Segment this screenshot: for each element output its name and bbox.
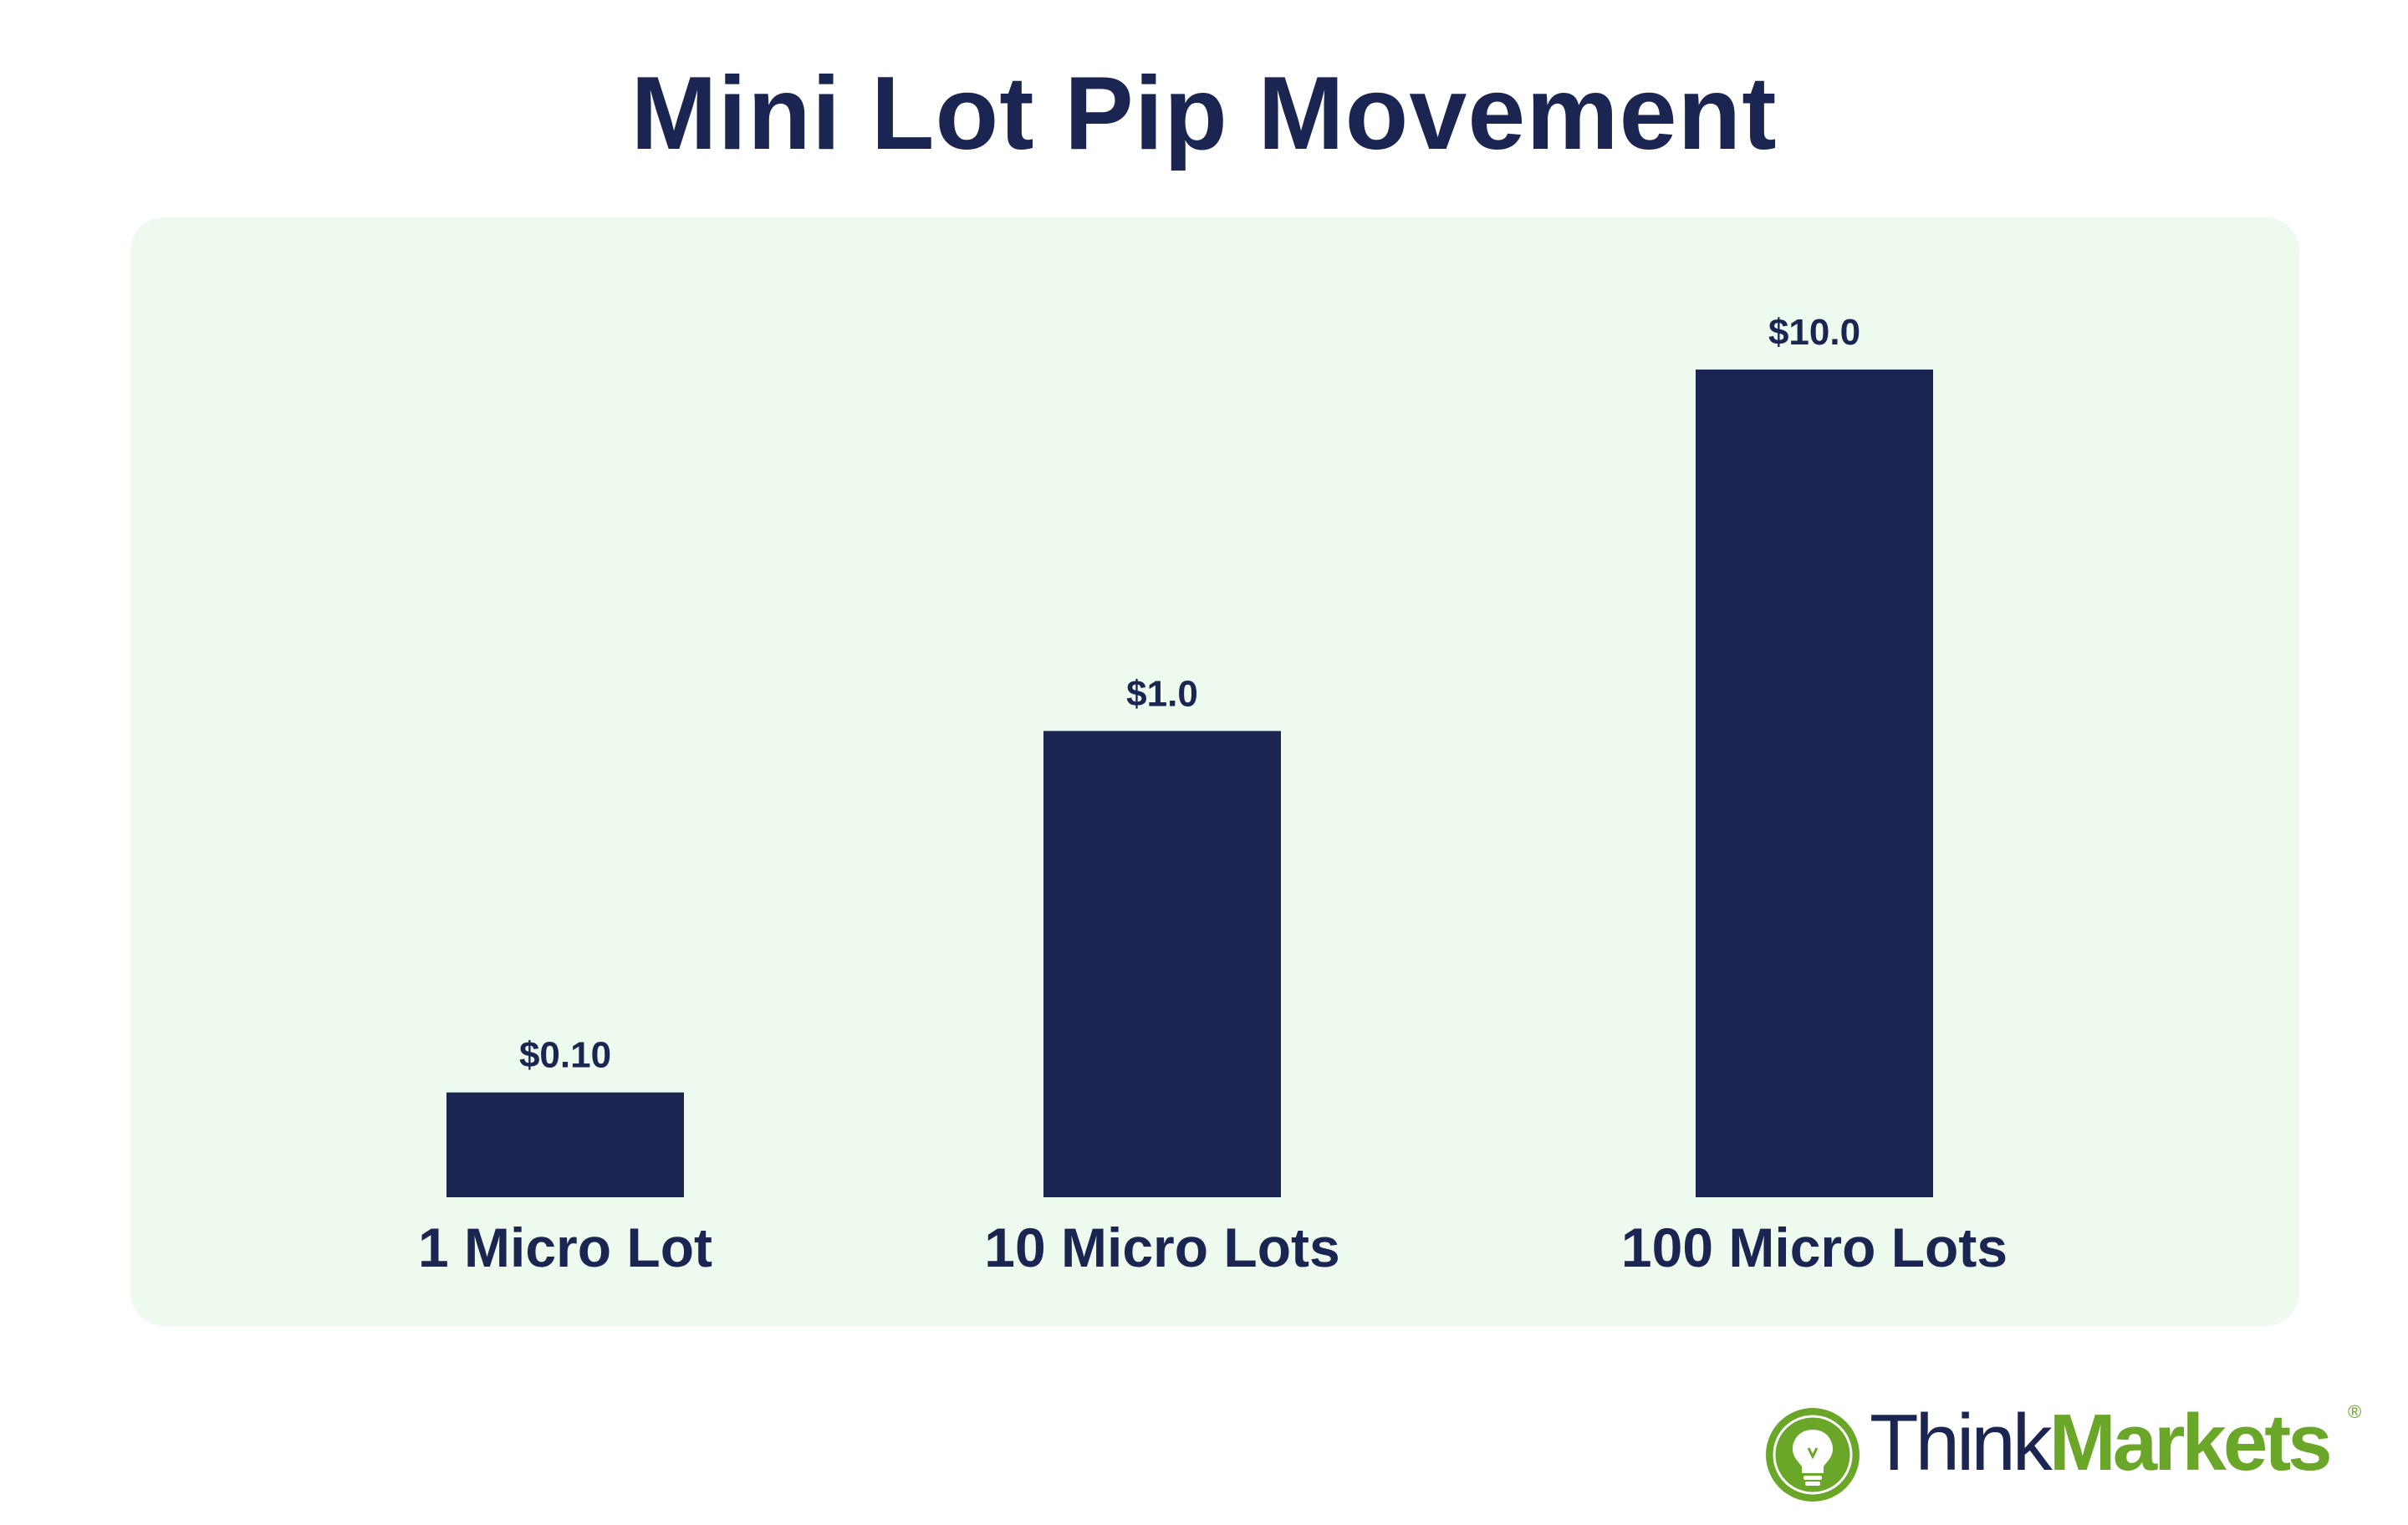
bar-2 bbox=[1043, 731, 1281, 1197]
category-label-3: 100 Micro Lots bbox=[1621, 1216, 2008, 1278]
logo-think: Think bbox=[1870, 1398, 2053, 1487]
value-label-2: $1.0 bbox=[1126, 673, 1198, 714]
value-label-1: $0.10 bbox=[519, 1035, 611, 1076]
bar-3 bbox=[1696, 370, 1933, 1197]
lightbulb-currency-icon bbox=[1766, 1408, 1860, 1502]
chart-title: Mini Lot Pip Movement bbox=[630, 56, 1778, 171]
logo-markets: Markets bbox=[2048, 1398, 2333, 1487]
value-label-3: $10.0 bbox=[1768, 312, 1860, 353]
bar-1 bbox=[446, 1092, 684, 1197]
thinkmarkets-logo: ThinkMarkets ® bbox=[1763, 1398, 2365, 1515]
logo-wordmark: ThinkMarkets bbox=[1870, 1403, 2333, 1483]
category-label-1: 1 Micro Lot bbox=[418, 1216, 712, 1278]
registered-mark: ® bbox=[2348, 1401, 2362, 1422]
category-label-2: 10 Micro Lots bbox=[984, 1216, 1339, 1278]
